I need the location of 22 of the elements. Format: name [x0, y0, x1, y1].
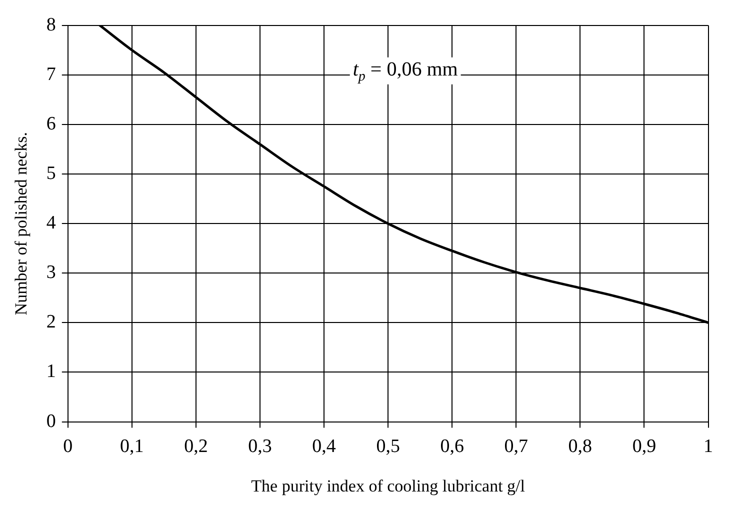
x-tick-label: 0,9 — [632, 436, 656, 458]
x-tick-label: 0,6 — [440, 436, 464, 458]
y-tick-label: 0 — [46, 410, 56, 432]
y-axis-title: Number of polished necks. — [12, 132, 31, 316]
y-tick-label: 1 — [46, 361, 56, 382]
x-axis-title: The purity index of cooling lubricant g/l — [251, 476, 526, 496]
x-tick-label: 0 — [63, 436, 73, 458]
y-tick-label: 6 — [46, 113, 56, 134]
x-tick-label: 0,3 — [248, 436, 272, 458]
x-tick-label: 0,5 — [376, 436, 400, 458]
y-tick-label: 8 — [46, 14, 56, 36]
y-tick-label: 7 — [46, 64, 56, 85]
x-tick-label: 0,1 — [120, 436, 144, 458]
x-tick-label: 0,4 — [312, 436, 336, 458]
y-tick-label: 3 — [46, 262, 56, 284]
x-tick-label: 1 — [704, 436, 713, 458]
y-tick-label: 5 — [46, 163, 56, 184]
y-tick-label: 2 — [46, 312, 56, 333]
x-tick-label: 0,2 — [184, 436, 208, 458]
x-tick-label: 0,7 — [504, 436, 528, 458]
x-tick-label: 0,8 — [568, 436, 592, 458]
y-tick-label: 4 — [46, 212, 56, 234]
